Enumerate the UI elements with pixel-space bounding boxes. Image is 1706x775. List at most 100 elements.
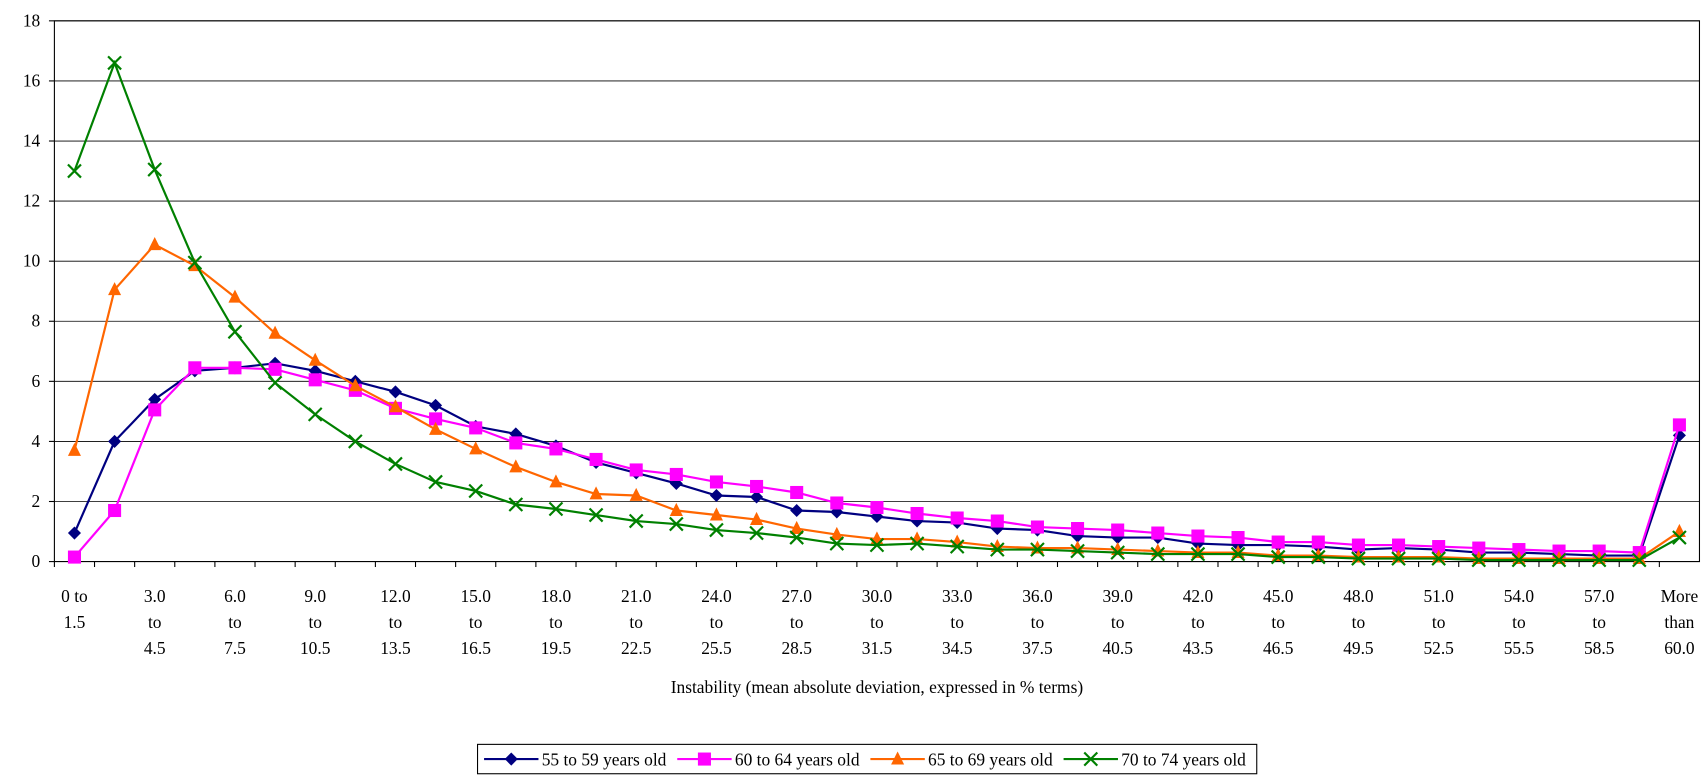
marker <box>628 513 644 529</box>
x-tick-label: 0 to 1.5 <box>61 586 88 632</box>
marker <box>388 399 402 413</box>
marker <box>1190 546 1206 562</box>
marker <box>709 507 723 521</box>
legend-label: 70 to 74 years old <box>1121 750 1246 770</box>
marker <box>67 163 82 179</box>
marker <box>1071 522 1085 536</box>
x-tick-label: 57.0 to 58.5 <box>1584 586 1615 658</box>
marker <box>1631 552 1647 568</box>
marker <box>107 55 122 71</box>
legend-label: 55 to 59 years old <box>542 750 667 770</box>
marker <box>790 485 804 500</box>
marker <box>990 514 1004 528</box>
marker <box>669 516 684 532</box>
marker <box>388 456 403 472</box>
marker <box>429 398 443 412</box>
marker <box>869 537 885 553</box>
y-tick-label: 14 <box>23 130 41 150</box>
marker <box>388 385 402 399</box>
marker <box>589 452 603 466</box>
marker <box>1230 546 1246 562</box>
marker <box>348 434 363 449</box>
marker <box>308 352 322 366</box>
marker <box>629 463 643 477</box>
marker <box>348 378 362 392</box>
plot-border <box>53 20 1701 563</box>
marker <box>910 506 924 521</box>
marker <box>750 511 764 525</box>
marker <box>790 520 804 534</box>
y-tick-label: 18 <box>23 10 41 30</box>
marker <box>1512 543 1526 557</box>
marker <box>147 162 163 177</box>
marker <box>267 375 283 391</box>
x-tick-label: 36.0 to 37.5 <box>1022 586 1053 658</box>
marker <box>227 324 243 340</box>
y-tick-label: 10 <box>23 251 41 271</box>
marker <box>549 442 563 456</box>
marker <box>669 502 683 516</box>
x-tick-label: 27.0 to 28.5 <box>781 586 812 658</box>
marker <box>468 483 483 499</box>
x-tick-label: 3.0 to 4.5 <box>144 586 166 658</box>
x-tick-label: 21.0 to 22.5 <box>621 586 652 658</box>
marker <box>469 441 483 455</box>
y-tick-label: 6 <box>32 371 41 391</box>
marker <box>750 479 764 494</box>
marker <box>588 507 604 523</box>
y-tick-label: 0 <box>32 551 41 571</box>
marker <box>1551 552 1567 568</box>
x-tick-label: 33.0 to 34.5 <box>942 586 973 658</box>
marker <box>1270 549 1286 565</box>
marker <box>108 282 122 296</box>
marker <box>228 361 242 375</box>
marker <box>830 496 844 510</box>
marker <box>1391 551 1406 566</box>
marker <box>188 361 202 375</box>
marker <box>709 522 724 538</box>
x-tick-label: More than 60.0 <box>1661 586 1699 658</box>
x-tick-label: 9.0 to 10.5 <box>300 586 331 658</box>
y-tick-label: 16 <box>23 70 41 90</box>
marker <box>1351 551 1366 566</box>
marker <box>429 421 443 435</box>
marker <box>750 490 764 504</box>
marker <box>508 497 524 512</box>
marker <box>790 503 804 518</box>
marker <box>1311 549 1326 565</box>
marker <box>1030 542 1045 557</box>
marker <box>1511 552 1527 568</box>
marker <box>308 373 322 387</box>
marker <box>830 526 844 540</box>
marker <box>1311 535 1325 549</box>
x-tick-label: 51.0 to 52.5 <box>1423 586 1454 658</box>
marker <box>1591 552 1607 568</box>
x-tick-label: 18.0 to 19.5 <box>541 586 572 658</box>
marker <box>891 751 905 765</box>
marker <box>509 436 523 450</box>
marker <box>549 474 563 488</box>
marker <box>429 412 443 426</box>
marker <box>1110 545 1125 560</box>
marker <box>268 362 282 376</box>
marker <box>1191 529 1205 543</box>
marker <box>749 525 764 541</box>
marker <box>629 487 643 501</box>
marker <box>709 488 723 503</box>
x-tick-label: 30.0 to 31.5 <box>862 586 893 658</box>
marker <box>1151 526 1165 540</box>
marker <box>1111 523 1125 537</box>
marker <box>1231 531 1245 545</box>
marker <box>1432 540 1446 554</box>
x-tick-label: 48.0 to 49.5 <box>1343 586 1374 658</box>
marker <box>1392 538 1406 552</box>
legend-label: 60 to 64 years old <box>735 750 860 770</box>
marker <box>697 752 711 766</box>
x-tick-label: 6.0 to 7.5 <box>224 586 246 658</box>
marker <box>504 752 518 766</box>
marker <box>909 536 925 551</box>
marker <box>428 474 443 490</box>
x-axis-title: Instability (mean absolute deviation, ex… <box>671 677 1084 697</box>
legend: 55 to 59 years old 60 to 64 years old 65 t… <box>476 743 1258 775</box>
marker <box>1083 751 1099 767</box>
